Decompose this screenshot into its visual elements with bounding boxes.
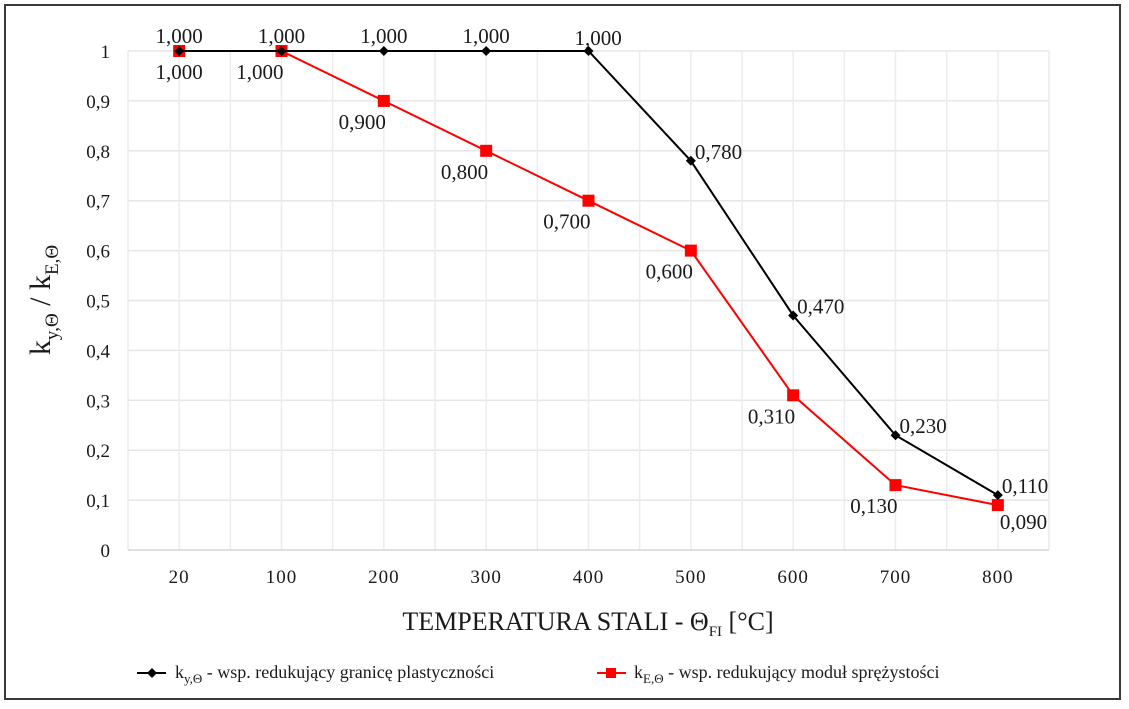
legend-ky-main: k: [175, 662, 184, 682]
y-axis-title-sub1: y,Θ: [42, 313, 63, 340]
data-point-ky[interactable]: [992, 490, 1003, 501]
series-group: [173, 45, 1004, 512]
data-point-ky[interactable]: [378, 46, 389, 56]
data-label-ky: 0,470: [797, 294, 844, 318]
legend-ke-rest: - wsp. redukujący moduł sprężystości: [664, 662, 940, 682]
x-tick-label: 300: [470, 567, 502, 588]
data-point-ky[interactable]: [890, 430, 901, 441]
y-tick-label: 0,4: [86, 341, 110, 362]
legend-label-ke: kE,Θ - wsp. redukujący moduł sprężystośc…: [634, 662, 940, 686]
legend: ky,Θ - wsp. redukujący granicę plastyczn…: [137, 662, 940, 686]
y-axis-title-sub2: E,Θ: [42, 245, 63, 275]
legend-ke-main: k: [634, 662, 643, 682]
data-label-ke: 0,700: [543, 210, 590, 234]
data-point-ky[interactable]: [174, 46, 185, 56]
y-tick-label: 0,5: [86, 292, 110, 313]
y-tick-label: 0,8: [86, 142, 110, 163]
data-point-ke[interactable]: [377, 94, 390, 107]
data-point-ke[interactable]: [480, 144, 493, 157]
y-tick-label: 0,9: [86, 92, 110, 113]
x-axis-title: TEMPERATURA STALI - ΘFI [°C]: [402, 607, 773, 640]
data-point-ke[interactable]: [582, 194, 595, 207]
gridlines: [127, 50, 1050, 551]
square-marker-icon: [606, 668, 616, 678]
y-tick-label: 0,2: [86, 441, 110, 462]
y-tick-label: 1: [101, 42, 111, 63]
legend-ky-sub: y,Θ: [184, 671, 202, 686]
data-point-ky[interactable]: [685, 155, 696, 166]
data-point-ke[interactable]: [684, 244, 697, 257]
data-label-ky: 1,000: [463, 24, 510, 48]
data-label-ke: 0,130: [850, 494, 897, 518]
y-axis-title-k2: k: [24, 275, 57, 290]
data-point-ke[interactable]: [889, 479, 902, 492]
chart-frame: [4, 4, 1121, 700]
x-tick-label: 800: [982, 567, 1014, 588]
data-label-ke: 0,600: [646, 260, 693, 284]
data-labels: 1,000 1,000 1,000 1,000 1,000 0,780 0,470 0,230…: [156, 24, 1049, 534]
y-tick-label: 0,1: [86, 491, 110, 512]
data-point-ky[interactable]: [788, 310, 799, 321]
x-tick-label: 400: [573, 567, 605, 588]
data-label-ky: 1,000: [360, 24, 407, 48]
y-axis-title: ky,Θ / kE,Θ: [24, 245, 63, 355]
x-axis-title-sub: FI: [709, 624, 722, 640]
legend-label-ky: ky,Θ - wsp. redukujący granicę plastyczn…: [175, 662, 494, 686]
y-tick-labels: 0 0,1 0,2 0,3 0,4 0,5 0,6 0,7 0,8 0,9 1: [86, 42, 110, 562]
y-axis-title-sep: /: [24, 290, 57, 313]
data-label-ky: 0,780: [695, 140, 742, 164]
x-tick-label: 100: [266, 567, 298, 588]
data-point-ke[interactable]: [787, 389, 800, 402]
x-tick-label: 200: [368, 567, 400, 588]
data-label-ke: 0,800: [441, 160, 488, 184]
x-axis-title-suffix: [°C]: [722, 607, 774, 636]
x-axis-title-main: TEMPERATURA STALI - Θ: [402, 607, 708, 636]
y-tick-label: 0,3: [86, 391, 110, 412]
data-label-ky: 1,000: [156, 24, 203, 48]
data-label-ke: 0,310: [748, 404, 795, 428]
data-point-ky[interactable]: [276, 46, 287, 56]
data-label-ky: 0,110: [1002, 474, 1048, 498]
x-tick-label: 700: [880, 567, 912, 588]
data-label-ke: 1,000: [236, 60, 283, 84]
data-label-ky: 1,000: [575, 26, 622, 50]
legend-item-ke[interactable]: kE,Θ - wsp. redukujący moduł sprężystośc…: [597, 662, 940, 686]
diamond-marker-icon: [147, 668, 157, 678]
y-tick-label: 0,6: [86, 242, 110, 263]
data-point-ke[interactable]: [991, 499, 1004, 512]
x-tick-labels: 20 100 200 300 400 500 600 700 800: [169, 567, 1014, 588]
x-tick-label: 600: [777, 567, 809, 588]
data-label-ky: 0,230: [900, 414, 947, 438]
data-point-ky[interactable]: [481, 46, 492, 56]
legend-ky-rest: - wsp. redukujący granicę plastyczności: [202, 662, 494, 682]
data-label-ke: 0,090: [1000, 510, 1047, 534]
legend-ke-sub: E,Θ: [643, 671, 664, 686]
x-tick-label: 20: [169, 567, 190, 588]
y-tick-label: 0,7: [86, 192, 110, 213]
data-label-ky: 1,000: [258, 24, 305, 48]
y-tick-label: 0: [101, 541, 111, 562]
y-axis-title-k1: k: [24, 340, 57, 355]
legend-item-ky[interactable]: ky,Θ - wsp. redukujący granicę plastyczn…: [137, 662, 494, 686]
data-point-ky[interactable]: [583, 46, 594, 56]
data-label-ke: 0,900: [339, 110, 386, 134]
x-tick-label: 500: [675, 567, 707, 588]
data-label-ke: 1,000: [156, 60, 203, 84]
